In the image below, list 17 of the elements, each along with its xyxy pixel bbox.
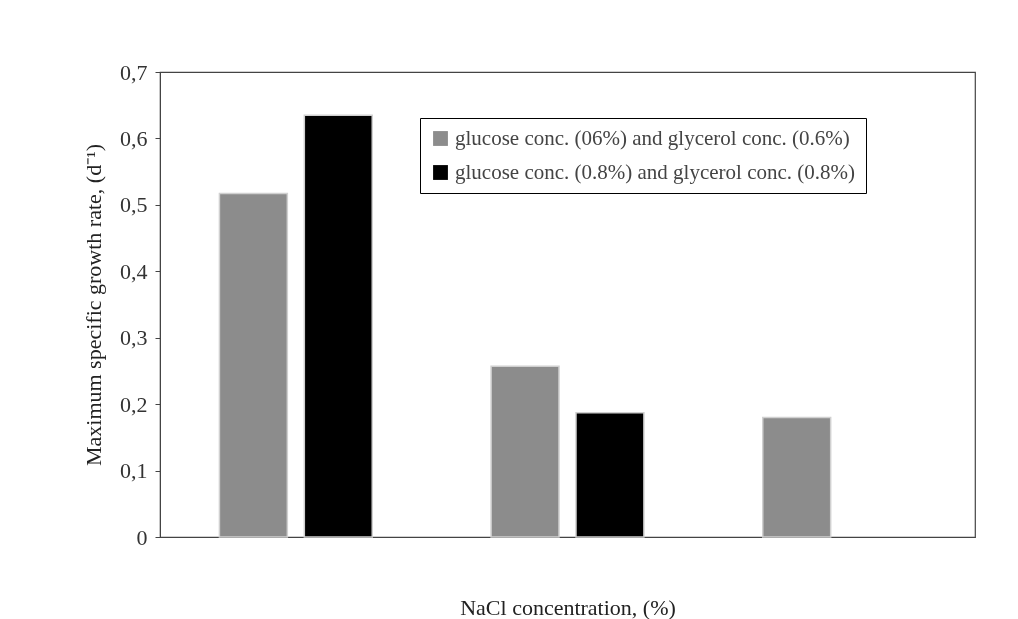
y-tick-label: 0,6 xyxy=(120,125,148,151)
y-tick-label: 0,3 xyxy=(120,325,148,351)
y-tick-label: 0,5 xyxy=(120,192,148,218)
legend-label: glucose conc. (06%) and glycerol conc. (0.6%) xyxy=(455,125,850,150)
y-tick-label: 0,2 xyxy=(120,391,148,417)
bar xyxy=(218,192,289,538)
bar xyxy=(490,365,560,538)
x-axis-title: NaCl concentration, (%) xyxy=(460,594,676,619)
y-tick-label: 0 xyxy=(136,524,148,550)
bar xyxy=(762,416,832,538)
bar xyxy=(303,114,373,538)
y-tick-label: 0,1 xyxy=(120,458,148,484)
y-tick-label: 0,7 xyxy=(120,59,148,85)
legend-label: glucose conc. (0.8%) and glycerol conc. (0.8%) xyxy=(455,159,856,184)
y-tick-label: 0,4 xyxy=(120,258,148,284)
bar xyxy=(575,412,645,538)
y-axis-title: Maximum specific growth rate, (d⁻¹) xyxy=(81,143,106,467)
